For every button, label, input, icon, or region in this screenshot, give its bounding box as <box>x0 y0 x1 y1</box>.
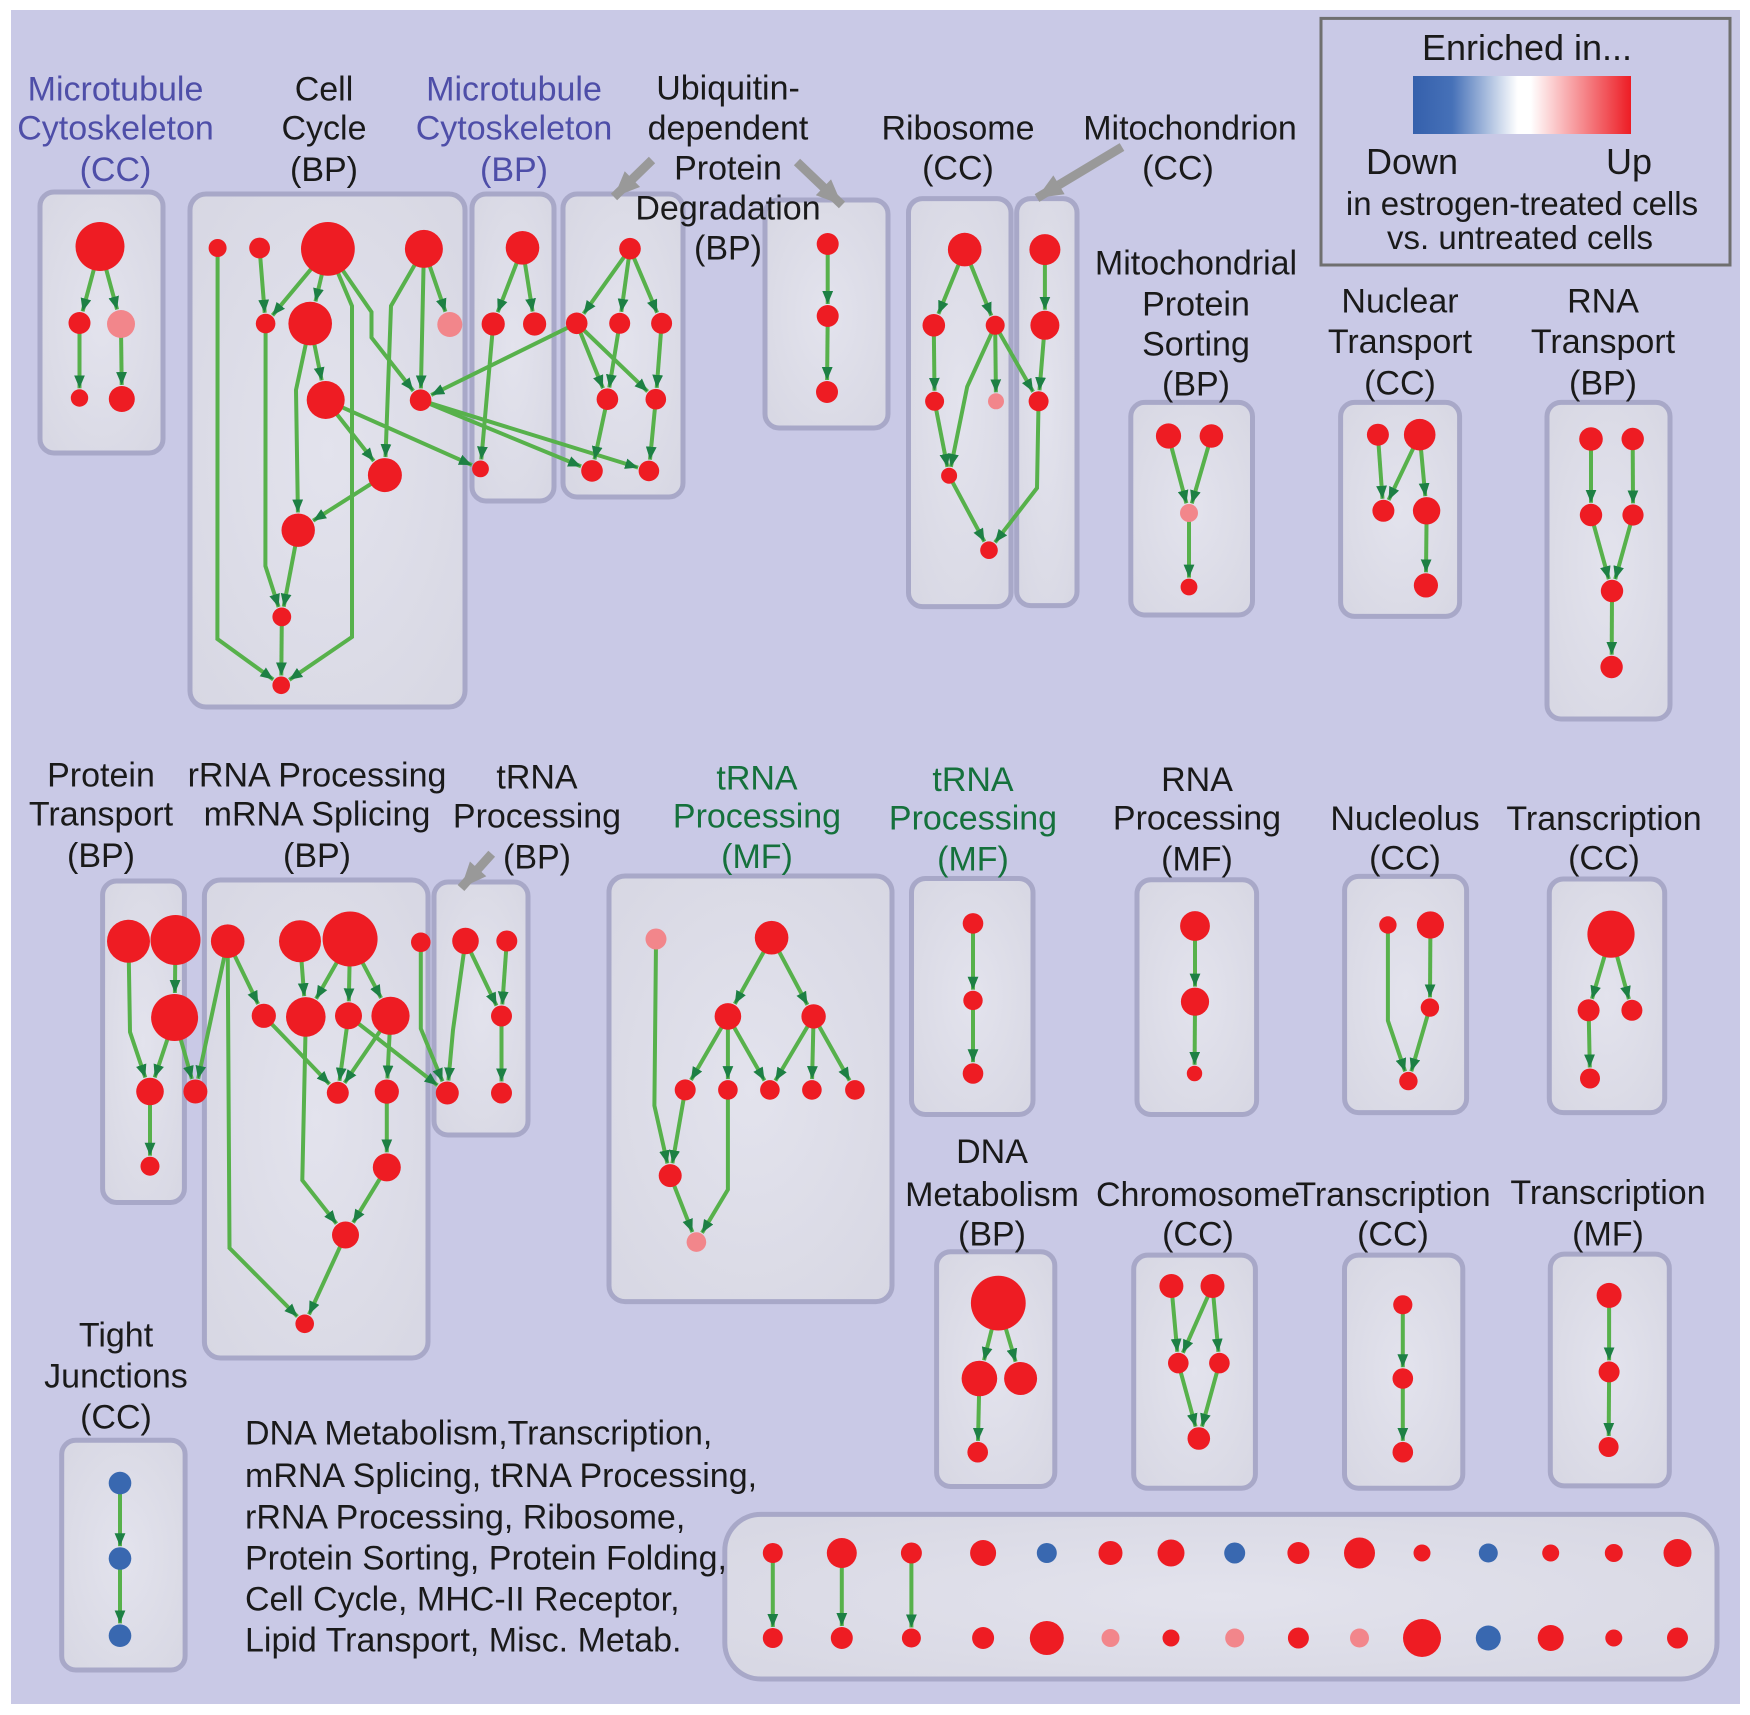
svg-text:tRNA: tRNA <box>496 759 578 797</box>
svg-text:Metabolism: Metabolism <box>905 1176 1079 1214</box>
svg-text:Microtubule: Microtubule <box>28 70 204 108</box>
svg-text:(MF): (MF) <box>1161 841 1233 879</box>
svg-text:Ubiquitin-: Ubiquitin- <box>656 70 800 108</box>
svg-text:(BP): (BP) <box>1162 366 1230 404</box>
svg-text:(CC): (CC) <box>80 151 152 189</box>
svg-text:Down: Down <box>1366 141 1458 182</box>
svg-text:Nucleolus: Nucleolus <box>1330 800 1479 838</box>
svg-text:Transcription: Transcription <box>1295 1176 1490 1214</box>
svg-text:Nuclear: Nuclear <box>1341 283 1458 321</box>
svg-text:RNA: RNA <box>1567 283 1639 321</box>
svg-text:DNA: DNA <box>956 1133 1028 1171</box>
svg-text:Transport: Transport <box>1328 323 1473 361</box>
svg-text:Protein: Protein <box>674 150 782 188</box>
svg-text:(BP): (BP) <box>67 837 135 875</box>
svg-text:tRNA: tRNA <box>716 760 798 798</box>
svg-text:Enriched in...: Enriched in... <box>1422 27 1632 68</box>
svg-text:(MF): (MF) <box>937 841 1009 879</box>
svg-text:(CC): (CC) <box>1369 839 1441 877</box>
svg-text:(CC): (CC) <box>1357 1215 1429 1253</box>
svg-text:Processing: Processing <box>1113 800 1281 838</box>
svg-text:Protein: Protein <box>1142 286 1250 324</box>
svg-text:(CC): (CC) <box>1364 365 1436 403</box>
svg-text:Protein Sorting, Protein Foldi: Protein Sorting, Protein Folding, <box>245 1539 727 1577</box>
svg-text:Cytoskeleton: Cytoskeleton <box>416 110 613 148</box>
svg-text:(MF): (MF) <box>1572 1215 1644 1253</box>
svg-text:Microtubule: Microtubule <box>426 70 602 108</box>
svg-text:Cell: Cell <box>295 70 354 108</box>
svg-text:Processing: Processing <box>453 798 621 836</box>
svg-text:(BP): (BP) <box>958 1215 1026 1253</box>
svg-text:(BP): (BP) <box>1569 365 1637 403</box>
svg-text:Transcription: Transcription <box>1510 1174 1705 1212</box>
svg-text:Ribosome: Ribosome <box>881 110 1034 148</box>
svg-text:Junctions: Junctions <box>44 1358 188 1396</box>
svg-text:(BP): (BP) <box>480 151 548 189</box>
svg-text:Cytoskeleton: Cytoskeleton <box>17 110 214 148</box>
svg-text:Transcription: Transcription <box>1506 800 1701 838</box>
svg-text:(CC): (CC) <box>1568 839 1640 877</box>
svg-text:Chromosome: Chromosome <box>1096 1176 1300 1214</box>
svg-text:(CC): (CC) <box>1142 150 1214 188</box>
svg-text:(CC): (CC) <box>80 1399 152 1437</box>
svg-text:mRNA Splicing: mRNA Splicing <box>204 796 431 834</box>
svg-text:rRNA Processing: rRNA Processing <box>188 757 447 795</box>
svg-text:Transport: Transport <box>29 796 174 834</box>
svg-text:Processing: Processing <box>889 800 1057 838</box>
svg-text:(CC): (CC) <box>922 150 994 188</box>
svg-text:(CC): (CC) <box>1162 1215 1234 1253</box>
svg-text:(MF): (MF) <box>721 838 793 876</box>
svg-text:Transport: Transport <box>1531 323 1676 361</box>
svg-text:Lipid Transport, Misc. Metab.: Lipid Transport, Misc. Metab. <box>245 1622 682 1660</box>
svg-text:RNA: RNA <box>1161 761 1233 799</box>
svg-text:Cell Cycle, MHC-II Receptor,: Cell Cycle, MHC-II Receptor, <box>245 1581 680 1619</box>
svg-text:Up: Up <box>1606 141 1652 182</box>
svg-text:dependent: dependent <box>648 110 809 148</box>
svg-text:Cycle: Cycle <box>281 110 366 148</box>
svg-text:in estrogen-treated cells: in estrogen-treated cells <box>1346 185 1698 222</box>
svg-text:Sorting: Sorting <box>1142 326 1250 364</box>
svg-text:Tight: Tight <box>79 1317 154 1355</box>
svg-text:Mitochondrial: Mitochondrial <box>1095 245 1297 283</box>
svg-text:(BP): (BP) <box>694 230 762 268</box>
svg-text:(BP): (BP) <box>503 839 571 877</box>
svg-text:rRNA Processing, Ribosome,: rRNA Processing, Ribosome, <box>245 1498 685 1536</box>
svg-text:(BP): (BP) <box>290 151 358 189</box>
svg-text:vs. untreated cells: vs. untreated cells <box>1387 219 1653 256</box>
svg-text:Protein: Protein <box>47 757 155 795</box>
svg-text:mRNA Splicing, tRNA Processing: mRNA Splicing, tRNA Processing, <box>245 1457 757 1495</box>
svg-text:(BP): (BP) <box>283 837 351 875</box>
svg-text:tRNA: tRNA <box>932 761 1014 799</box>
svg-text:DNA Metabolism,Transcription,: DNA Metabolism,Transcription, <box>245 1414 712 1452</box>
svg-text:Degradation: Degradation <box>635 190 820 228</box>
svg-text:Mitochondrion: Mitochondrion <box>1083 110 1297 148</box>
svg-text:Processing: Processing <box>673 798 841 836</box>
